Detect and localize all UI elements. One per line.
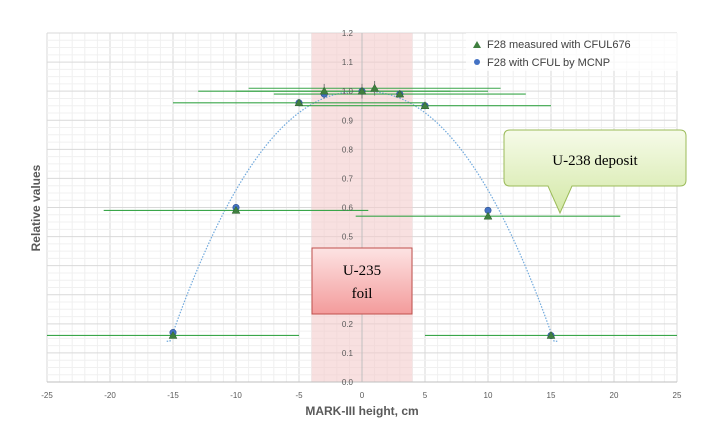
measured-point	[294, 98, 304, 107]
x-tick-label: -5	[295, 391, 303, 400]
x-tick-label: -10	[230, 391, 242, 400]
x-tick-label: 10	[484, 391, 493, 400]
measured-point	[168, 330, 178, 339]
y-tick-label: 0.6	[342, 204, 354, 213]
x-tick-label: 0	[360, 391, 365, 400]
y-tick-label: 0.0	[342, 378, 354, 387]
measured-point	[420, 101, 430, 109]
legend: F28 measured with CFUL676 F28 with CFUL …	[466, 33, 680, 71]
measured-point	[357, 86, 367, 95]
u235-callout-line2: foil	[352, 286, 373, 302]
x-tick-label: 5	[423, 391, 428, 400]
y-tick-label: 0.2	[342, 320, 354, 329]
legend-triangle-marker	[473, 41, 481, 48]
measured-point	[395, 89, 405, 98]
legend-background	[466, 33, 680, 71]
u235-callout-line1: U-235	[343, 263, 381, 279]
y-axis-title: Relative values	[29, 164, 43, 251]
x-tick-label: -25	[41, 391, 53, 400]
x-tick-label: -20	[104, 391, 116, 400]
x-tick-label: 20	[610, 391, 619, 400]
u238-callout-bubble	[503, 129, 687, 215]
measured-point	[370, 83, 380, 92]
measured-point	[546, 330, 556, 339]
y-tick-label: 0.5	[342, 233, 354, 242]
y-tick-label: 0.7	[342, 174, 354, 183]
y-tick-label: 1.2	[342, 29, 354, 38]
u238-callout-text: U-238 deposit	[552, 153, 638, 169]
y-tick-label: 1.0	[342, 87, 354, 96]
x-tick-label: 25	[673, 391, 682, 400]
u235-foil-callout: U-235 foil	[311, 247, 413, 315]
measured-point	[483, 211, 493, 220]
legend-label-measured: F28 measured with CFUL676	[487, 39, 631, 51]
x-tick-label: 15	[547, 391, 556, 400]
y-tick-label: 0.8	[342, 145, 354, 154]
measured-point	[319, 86, 329, 95]
y-tick-label: 0.1	[342, 349, 354, 358]
u235-callout-box	[311, 247, 413, 315]
y-tick-label: 0.9	[342, 116, 354, 125]
legend-circle-marker	[474, 59, 480, 65]
data-markers	[168, 83, 556, 339]
x-axis-title: MARK-III height, cm	[305, 404, 418, 418]
u238-deposit-callout: U-238 deposit	[503, 129, 687, 215]
measured-point	[231, 205, 241, 214]
y-tick-label: 1.1	[342, 58, 354, 67]
x-tick-label: -15	[167, 391, 179, 400]
legend-label-mcnp: F28 with CFUL by MCNP	[487, 57, 610, 69]
